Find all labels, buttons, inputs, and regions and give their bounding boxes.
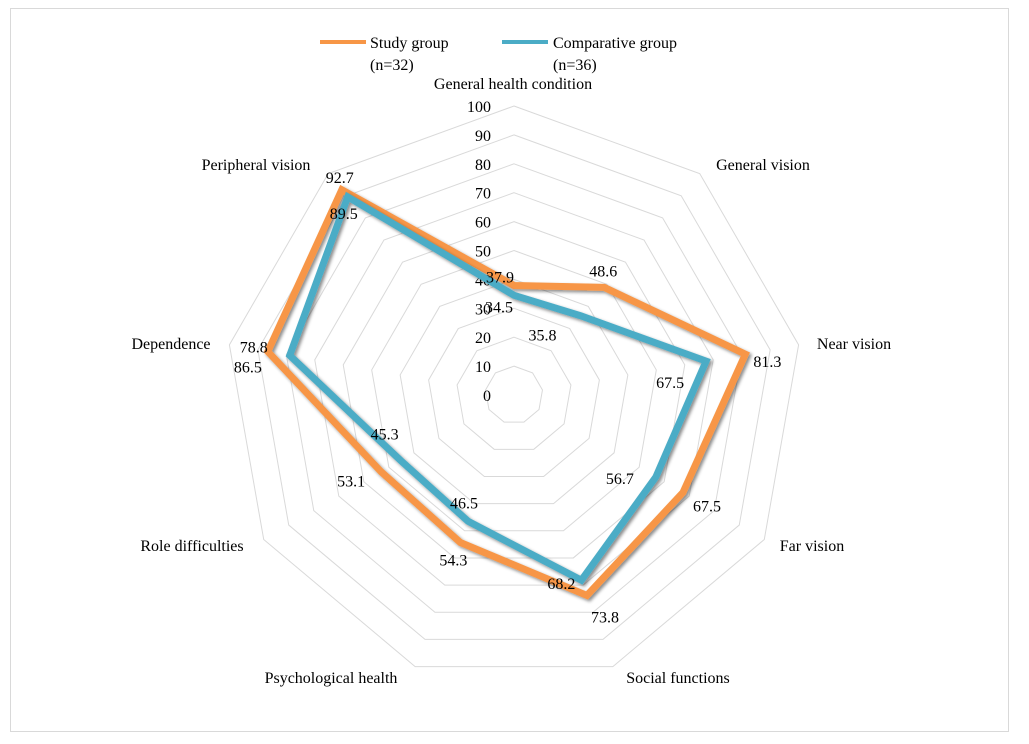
legend-label: Comparative group [553,35,677,52]
grid-ring-10 [485,365,543,423]
tick-label: 50 [475,244,491,261]
data-label: 73.8 [591,609,619,626]
category-label: Near vision [817,336,891,353]
category-label: Social functions [626,670,730,687]
data-label: 48.6 [589,263,617,280]
data-label: 86.5 [234,360,262,377]
data-label: 67.5 [656,375,684,392]
legend-label: (n=36) [553,57,597,74]
category-label: Far vision [780,538,844,555]
tick-label: 10 [475,359,491,376]
grid-rings [228,105,800,668]
data-label: 89.5 [330,206,358,223]
tick-label: 100 [467,99,491,116]
grid-ring-30 [428,307,600,477]
legend-label: (n=32) [370,57,414,74]
data-labels: 37.9 48.6 81.3 67.5 73.8 54.3 53.1 86.5 92.7 34.5… [234,170,782,627]
category-labels: General health condition General vision Ne… [131,76,891,687]
grid-ring-70 [314,192,714,586]
data-label: 67.5 [693,499,721,516]
category-label: Peripheral vision [202,157,311,174]
tick-label: 60 [475,215,491,232]
chart-frame [10,8,1009,732]
tick-label: 0 [483,388,491,405]
grid-ring-40 [399,278,629,505]
category-label: General vision [716,157,810,174]
data-label: 81.3 [753,354,781,371]
data-label: 34.5 [485,299,513,316]
data-label: 46.5 [450,495,478,512]
data-label: 37.9 [486,269,514,286]
data-label: 54.3 [439,552,467,569]
category-label: General health condition [434,76,592,93]
tick-label: 30 [475,301,491,318]
data-label: 35.8 [529,328,557,345]
data-label: 92.7 [326,170,354,187]
tick-label: 80 [475,157,491,174]
data-label: 56.7 [606,471,634,488]
series-line-study-group [263,184,750,600]
tick-label: 70 [475,186,491,203]
legend-label: Study group [370,35,449,52]
category-label: Psychological health [265,670,398,687]
series-line-comparative-group [285,191,711,585]
data-label: 78.8 [240,339,268,356]
grid-ring-50 [371,249,657,532]
series-layer [263,184,750,600]
legend: Study group (n=32) Comparative group (n=36) [320,35,677,74]
grid-ring-20 [456,336,572,450]
tick-label: 20 [475,330,491,347]
grid-ring-100 [228,105,800,668]
category-label: Dependence [131,336,210,353]
category-label: Role difficulties [140,538,243,555]
data-label: 68.2 [547,576,575,593]
data-label: 53.1 [337,474,365,491]
tick-label: 90 [475,128,491,145]
data-label: 45.3 [371,426,399,443]
grid-ring-80 [285,163,743,613]
